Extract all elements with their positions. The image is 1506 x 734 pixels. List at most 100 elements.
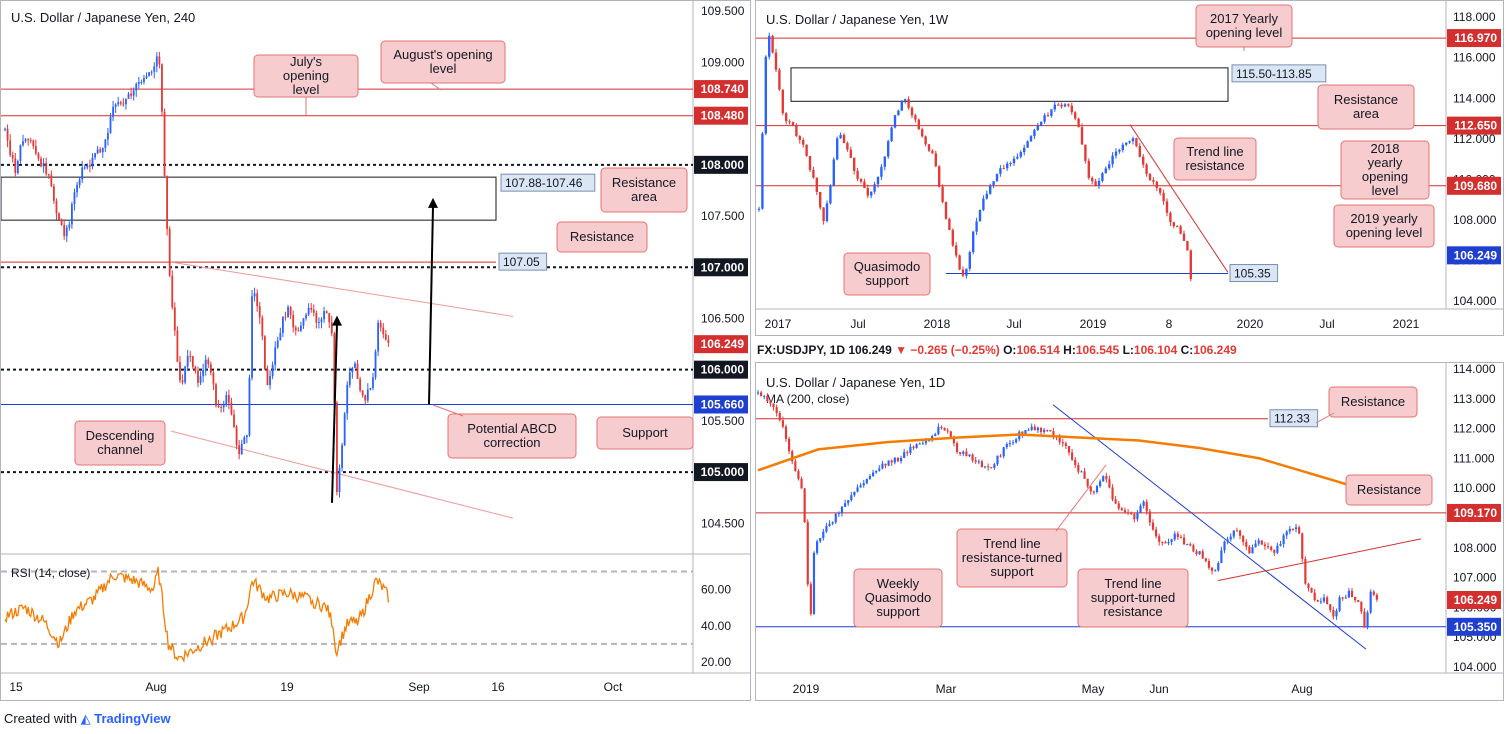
d1-candle bbox=[1036, 427, 1039, 431]
h4-candle bbox=[266, 369, 269, 386]
level-axis-label: 116.970 bbox=[1454, 31, 1497, 45]
h4-candle bbox=[127, 93, 130, 99]
note-august-box bbox=[380, 40, 506, 84]
note-tl-support-text: Trend line bbox=[983, 536, 1040, 551]
d1-candle bbox=[871, 472, 875, 477]
chart-canvas-d1[interactable]: 114.000113.000112.000111.000110.000109.0… bbox=[756, 363, 1504, 701]
d1-candle bbox=[1002, 447, 1005, 457]
h4-candle bbox=[19, 145, 22, 162]
note-2018-text: opening bbox=[1362, 169, 1408, 184]
d1-candle bbox=[1005, 444, 1008, 448]
d1-candle bbox=[999, 455, 1002, 457]
low-value: 106.104 bbox=[1133, 343, 1178, 357]
d1-candle bbox=[1210, 567, 1214, 571]
w1-candle bbox=[1063, 104, 1067, 107]
channel-upper bbox=[170, 261, 514, 317]
zone-label: 115.50-113.85 bbox=[1236, 67, 1312, 81]
h4-candle bbox=[220, 407, 223, 409]
d1-candle bbox=[828, 523, 831, 527]
h4-candle bbox=[217, 405, 220, 408]
last-price-label-bg bbox=[694, 335, 748, 354]
channel-lower bbox=[170, 430, 514, 519]
w1-candle bbox=[795, 125, 798, 137]
w1-candle bbox=[989, 185, 992, 194]
tradingview-link[interactable]: TradingView bbox=[94, 711, 171, 726]
w1-candle bbox=[1108, 164, 1111, 169]
zone-label: 107.88-107.46 bbox=[505, 176, 583, 190]
open-label: O: bbox=[1003, 343, 1017, 357]
last-price-label-bg bbox=[1447, 246, 1501, 265]
h4-candle bbox=[96, 149, 99, 154]
d1-candle bbox=[1257, 540, 1260, 544]
d1-candle bbox=[1182, 537, 1186, 545]
d1-candle bbox=[1052, 431, 1055, 437]
d1-candle bbox=[1298, 527, 1301, 534]
chart-panel-d1[interactable]: U.S. Dollar / Japanese Yen, 1D MA (200, … bbox=[755, 362, 1504, 701]
d1-candle bbox=[968, 454, 971, 457]
chart-panel-w1[interactable]: U.S. Dollar / Japanese Yen, 1W 118.000 11… bbox=[755, 0, 1504, 336]
d1-candle bbox=[1204, 558, 1207, 561]
d1-candle bbox=[1198, 551, 1201, 555]
w1-candle bbox=[1152, 180, 1155, 182]
w1-candle bbox=[808, 156, 812, 170]
d1-candle bbox=[1179, 537, 1183, 539]
d1-candle bbox=[1170, 539, 1173, 543]
h4-candle bbox=[279, 332, 282, 341]
h4-candle bbox=[235, 426, 238, 446]
x-tick-label: 19 bbox=[280, 680, 294, 694]
d1-candle bbox=[884, 463, 887, 466]
d1-candle bbox=[1254, 543, 1257, 548]
note-resarea-box bbox=[600, 167, 688, 213]
chart-panel-h4[interactable]: U.S. Dollar / Japanese Yen, 240 109.500 1… bbox=[0, 0, 751, 701]
h4-candle bbox=[176, 330, 179, 362]
d1-candle bbox=[909, 446, 912, 453]
d1-candle bbox=[1024, 430, 1027, 436]
note-tl-support-text: resistance-turned bbox=[962, 550, 1062, 565]
w1-candle bbox=[1009, 163, 1012, 165]
resistance-zone bbox=[790, 67, 1229, 102]
w1-candle bbox=[1084, 144, 1087, 161]
w1-candle bbox=[1043, 115, 1046, 122]
h4-candle bbox=[251, 296, 253, 378]
level-axis-label: 108.480 bbox=[701, 109, 745, 123]
d1-candle bbox=[1375, 594, 1378, 600]
h4-candle bbox=[37, 153, 40, 159]
h4-candle bbox=[269, 376, 271, 386]
w1-candle bbox=[849, 149, 852, 158]
x-tick-label: 2019 bbox=[1080, 317, 1107, 331]
note-2019-text: 2019 yearly bbox=[1350, 211, 1418, 226]
d1-candle bbox=[1071, 452, 1074, 460]
h4-candle bbox=[50, 175, 53, 187]
w1-candle bbox=[1182, 233, 1186, 241]
h4-candle bbox=[89, 165, 91, 167]
w1-candle bbox=[897, 110, 900, 116]
w1-candle bbox=[1050, 109, 1053, 116]
h4-candle bbox=[60, 219, 63, 226]
d1-candle bbox=[1033, 426, 1036, 431]
w1-candle bbox=[1169, 212, 1172, 223]
d1-candle bbox=[1049, 430, 1052, 432]
chart-canvas-w1[interactable]: 118.000116.000114.000112.000110.000108.0… bbox=[756, 1, 1504, 336]
d1-candle bbox=[1201, 551, 1204, 559]
h4-candle bbox=[369, 387, 372, 390]
footer: Created with ◭ TradingView bbox=[4, 711, 171, 727]
note-resistance-mid-box bbox=[1345, 474, 1433, 506]
d1-candle bbox=[1030, 426, 1033, 430]
tradingview-logo-icon[interactable]: ◭ bbox=[80, 711, 91, 726]
note-channel-box bbox=[74, 420, 166, 466]
w1-candle bbox=[904, 99, 907, 101]
x-tick-label: Sep bbox=[408, 680, 430, 694]
h4-candle bbox=[70, 204, 73, 225]
d1-candle bbox=[1329, 604, 1332, 611]
h4-candle bbox=[377, 322, 380, 352]
last-price-label: 106.249 bbox=[1454, 248, 1498, 262]
level-axis-label: 107.000 bbox=[701, 260, 745, 274]
w1-candle bbox=[866, 188, 869, 196]
d1-candle bbox=[763, 396, 766, 398]
level-axis-label-bg bbox=[1447, 116, 1501, 135]
chart-canvas-h4[interactable]: 109.500109.000108.500108.000107.500107.0… bbox=[1, 1, 751, 701]
note-resistance-text: Resistance bbox=[570, 229, 634, 244]
d1-candle bbox=[831, 522, 834, 524]
h4-candle bbox=[333, 333, 336, 403]
h4-candle bbox=[171, 275, 174, 308]
